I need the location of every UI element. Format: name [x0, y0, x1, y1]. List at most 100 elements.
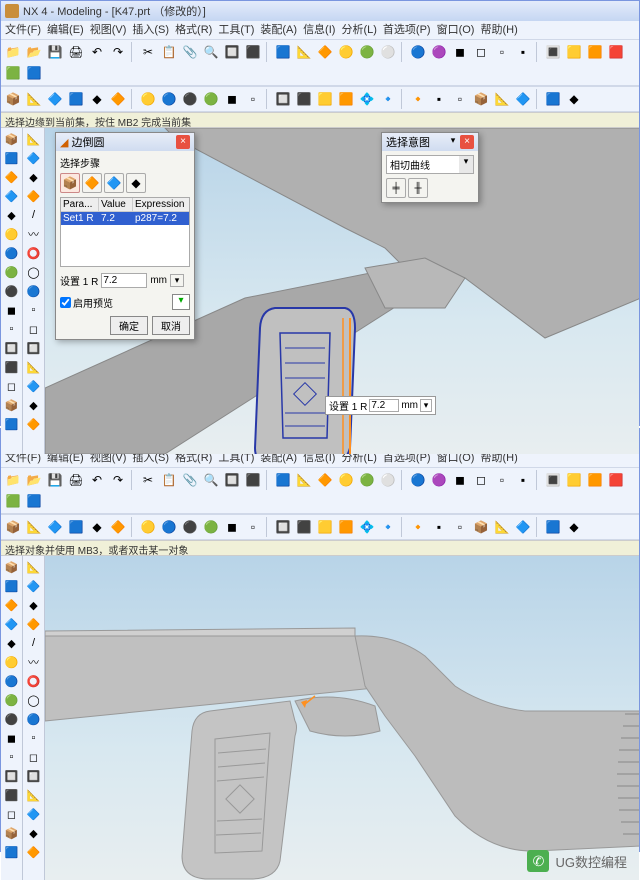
toolbar-button[interactable]: 📂	[24, 42, 44, 62]
menubar-1[interactable]: 文件(F) 编辑(E) 视图(V) 插入(S) 格式(R) 工具(T) 装配(A…	[1, 21, 639, 39]
chevron-down-icon[interactable]: ▾	[459, 156, 473, 173]
toolbar-button[interactable]: ◆	[87, 89, 107, 109]
preview-btn[interactable]: ▾	[172, 294, 190, 310]
toolbar-button[interactable]: ⬛	[243, 470, 263, 490]
toolbar-button[interactable]: ◼	[222, 517, 242, 537]
menu-analysis[interactable]: 分析(L)	[341, 21, 376, 39]
toolbar-button[interactable]: 🖨	[66, 470, 86, 490]
menu-window[interactable]: 窗口(O)	[437, 21, 475, 39]
side-button[interactable]: 🔶	[25, 615, 43, 633]
toolbar-button[interactable]: ◆	[564, 517, 584, 537]
side-button[interactable]: ◻	[25, 748, 43, 766]
viewport-1[interactable]: ◢边倒圆 × 选择步骤 📦 🔶 🔷 ◆ Para... Value	[45, 128, 639, 454]
toolbar-button[interactable]: 🔷	[513, 89, 533, 109]
preview-checkbox[interactable]	[60, 297, 71, 308]
side-button[interactable]: ⬛	[3, 786, 21, 804]
toolbar-button[interactable]: 🔲	[222, 470, 242, 490]
ok-button[interactable]: 确定	[110, 316, 148, 335]
side-button[interactable]: 🔶	[25, 187, 43, 205]
toolbar-button[interactable]: 📐	[492, 517, 512, 537]
side-button[interactable]: 🔲	[25, 767, 43, 785]
toolbar-button[interactable]: 🔍	[201, 470, 221, 490]
toolbar-button[interactable]: 🟦	[24, 491, 44, 511]
selection-intent-dialog[interactable]: 选择意图 ▾ × 相切曲线 ▾ ╪ ╫	[381, 132, 479, 203]
side-button[interactable]: ◆	[25, 168, 43, 186]
toolbar-button[interactable]: 📐	[492, 89, 512, 109]
menu-assembly[interactable]: 装配(A)	[260, 21, 297, 39]
menu-tools[interactable]: 工具(T)	[218, 21, 254, 39]
side-button[interactable]: ◻	[25, 320, 43, 338]
toolbar-button[interactable]: 🟢	[201, 517, 221, 537]
toolbar-button[interactable]: 🔶	[315, 42, 335, 62]
toolbar-button[interactable]: ◻	[471, 42, 491, 62]
side-button[interactable]: 🔲	[25, 339, 43, 357]
toolbar-button[interactable]: 🟩	[3, 63, 23, 83]
toolbar-button[interactable]: ✂	[138, 470, 158, 490]
toolbar-button[interactable]: ↶	[87, 470, 107, 490]
close-icon[interactable]: ×	[176, 135, 190, 149]
side-button[interactable]: 📦	[3, 130, 21, 148]
toolbar-button[interactable]: 🔷	[45, 517, 65, 537]
side-button[interactable]: 🔷	[25, 805, 43, 823]
step-btn-1[interactable]: 📦	[60, 173, 80, 193]
toolbar-button[interactable]: 📐	[24, 89, 44, 109]
toolbar-button[interactable]: 📦	[471, 517, 491, 537]
step-btn-3[interactable]: 🔷	[104, 173, 124, 193]
toolbar-button[interactable]: 🔵	[408, 42, 428, 62]
toolbar-button[interactable]: ⬛	[294, 517, 314, 537]
side-button[interactable]: 🔶	[3, 596, 21, 614]
toolbar-button[interactable]: 🟥	[606, 470, 626, 490]
side-button[interactable]: ⬛	[3, 358, 21, 376]
table-row[interactable]: Set1 R 7.2 p287=7.2	[61, 212, 189, 225]
side-button[interactable]: ◯	[25, 263, 43, 281]
toolbar-button[interactable]: ▪	[429, 517, 449, 537]
side-button[interactable]: ▫	[3, 320, 21, 338]
side-button[interactable]: 🔶	[25, 843, 43, 861]
side-button[interactable]: 🔷	[25, 577, 43, 595]
toolbar-button[interactable]: 🟦	[66, 517, 86, 537]
menu-help[interactable]: 帮助(H)	[480, 21, 517, 39]
toolbar-button[interactable]: ▫	[243, 89, 263, 109]
toolbar-button[interactable]: 🔶	[108, 89, 128, 109]
side-button[interactable]: 🟡	[3, 653, 21, 671]
toolbar-button[interactable]: ↷	[108, 42, 128, 62]
pin-icon[interactable]: ▾	[447, 135, 459, 149]
toolbar-button[interactable]: ◼	[450, 42, 470, 62]
side-button[interactable]: 🔲	[3, 767, 21, 785]
toolbar-button[interactable]: ⬛	[243, 42, 263, 62]
toolbar-button[interactable]: 🖨	[66, 42, 86, 62]
toolbar-button[interactable]: 💠	[357, 89, 377, 109]
toolbar-button[interactable]: 🟧	[585, 42, 605, 62]
toolbar-button[interactable]: 🔵	[159, 517, 179, 537]
side-button[interactable]: 🔷	[3, 615, 21, 633]
toolbar-button[interactable]: 🔶	[108, 517, 128, 537]
toolbar-button[interactable]: 🔶	[315, 470, 335, 490]
toolbar-button[interactable]: ▪	[429, 89, 449, 109]
side-button[interactable]: ⭕	[25, 672, 43, 690]
menu-view[interactable]: 视图(V)	[90, 21, 127, 39]
toolbar-button[interactable]: 🟨	[315, 89, 335, 109]
side-button[interactable]: ⚫	[3, 282, 21, 300]
float-radius-input[interactable]	[369, 399, 399, 412]
side-button[interactable]: 🔵	[25, 282, 43, 300]
toolbar-button[interactable]: 🟨	[315, 517, 335, 537]
side-button[interactable]: ◻	[3, 377, 21, 395]
toolbar-button[interactable]: ◻	[471, 470, 491, 490]
side-button[interactable]: ◆	[25, 396, 43, 414]
toolbar-button[interactable]: 🟡	[336, 470, 356, 490]
toolbar-button[interactable]: ▪	[513, 42, 533, 62]
side-button[interactable]: ⭕	[25, 244, 43, 262]
side-button[interactable]: 🟢	[3, 263, 21, 281]
toolbar-button[interactable]: 📋	[159, 470, 179, 490]
toolbar-button[interactable]: 🔹	[378, 517, 398, 537]
toolbar-button[interactable]: 🟢	[357, 470, 377, 490]
side-button[interactable]: 📦	[3, 824, 21, 842]
side-button[interactable]: 〰	[25, 653, 43, 671]
side-button[interactable]: 📦	[3, 396, 21, 414]
toolbar-button[interactable]: 🟡	[138, 89, 158, 109]
side-button[interactable]: 🔶	[25, 415, 43, 433]
toolbar-button[interactable]: ⚫	[180, 517, 200, 537]
dlg-titlebar[interactable]: ◢边倒圆 ×	[56, 133, 194, 151]
toolbar-button[interactable]: 🟧	[336, 517, 356, 537]
toolbar-button[interactable]: 🟧	[336, 89, 356, 109]
